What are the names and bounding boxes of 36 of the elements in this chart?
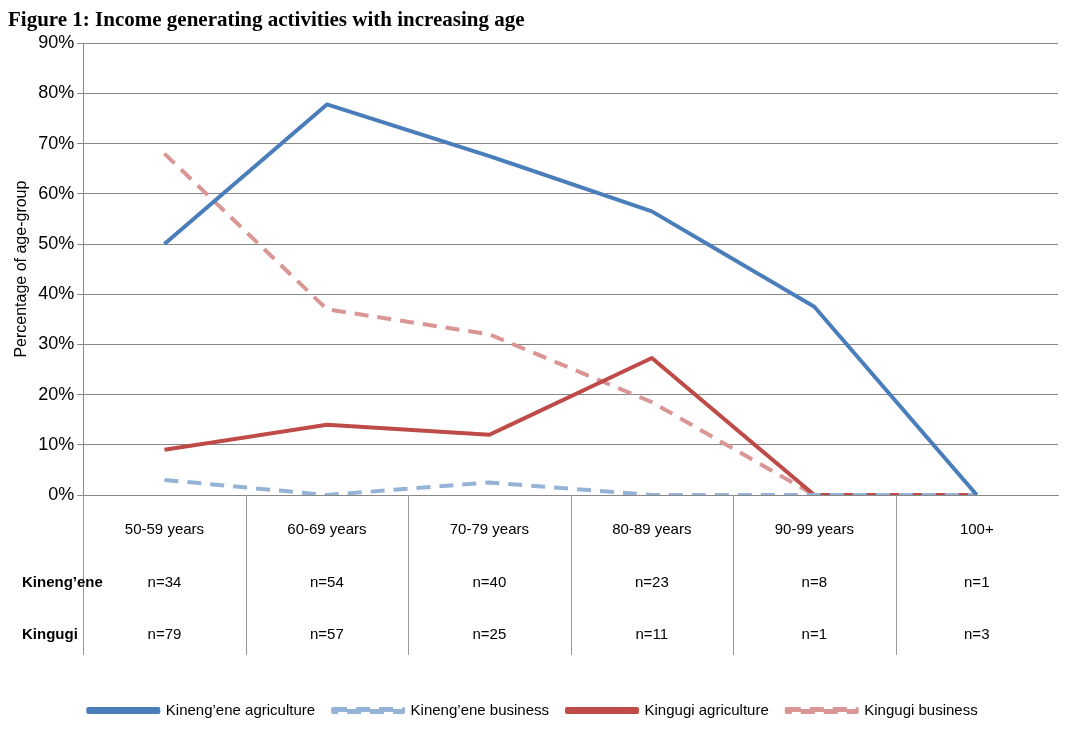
- y-tick-label: 60%: [38, 182, 75, 203]
- x-tick-label: 90-99 years: [774, 520, 854, 538]
- text: n=40: [471, 573, 508, 590]
- text: n=1: [963, 573, 991, 590]
- legend-label: Kingugi business: [864, 700, 978, 718]
- x-tick-label: 80-89 years: [612, 520, 692, 538]
- legend-label: Kineng’ene agriculture: [165, 700, 316, 718]
- chart-title: Figure 1: Income generating activities with increasing age: [8, 7, 525, 32]
- text: n=79: [146, 625, 183, 642]
- legend-label: Kineng’ene business: [410, 700, 550, 718]
- x-tick-label: 100+: [959, 520, 994, 538]
- text: Kingugi: [22, 625, 78, 642]
- y-tick-label: 10%: [38, 433, 75, 454]
- y-tick-label: 20%: [38, 383, 75, 404]
- text: Kineng’ene: [22, 573, 103, 590]
- y-tick-label: 50%: [38, 232, 75, 253]
- y-tick-label: 80%: [38, 82, 75, 103]
- text: n=1: [800, 625, 828, 642]
- text: n=57: [309, 625, 345, 642]
- x-tick-label: 70-79 years: [449, 520, 529, 538]
- text: n=25: [471, 625, 508, 642]
- y-tick-label: 0%: [48, 483, 75, 504]
- y-axis-title: Percentage of age-group: [12, 180, 30, 358]
- legend-label: Kingugi agriculture: [644, 700, 769, 718]
- text: n=54: [309, 573, 345, 590]
- x-tick-label: 50-59 years: [124, 520, 205, 538]
- y-tick-label: 90%: [38, 32, 75, 53]
- text: n=11: [634, 625, 670, 642]
- y-tick-label: 30%: [38, 333, 75, 354]
- y-tick-label: 70%: [38, 132, 75, 153]
- x-tick-label: 60-69 years: [287, 520, 367, 538]
- text: n=8: [800, 573, 828, 590]
- text: n=23: [633, 573, 670, 590]
- y-tick-label: 40%: [38, 283, 75, 304]
- text: n=3: [963, 625, 991, 642]
- text: n=34: [147, 573, 182, 590]
